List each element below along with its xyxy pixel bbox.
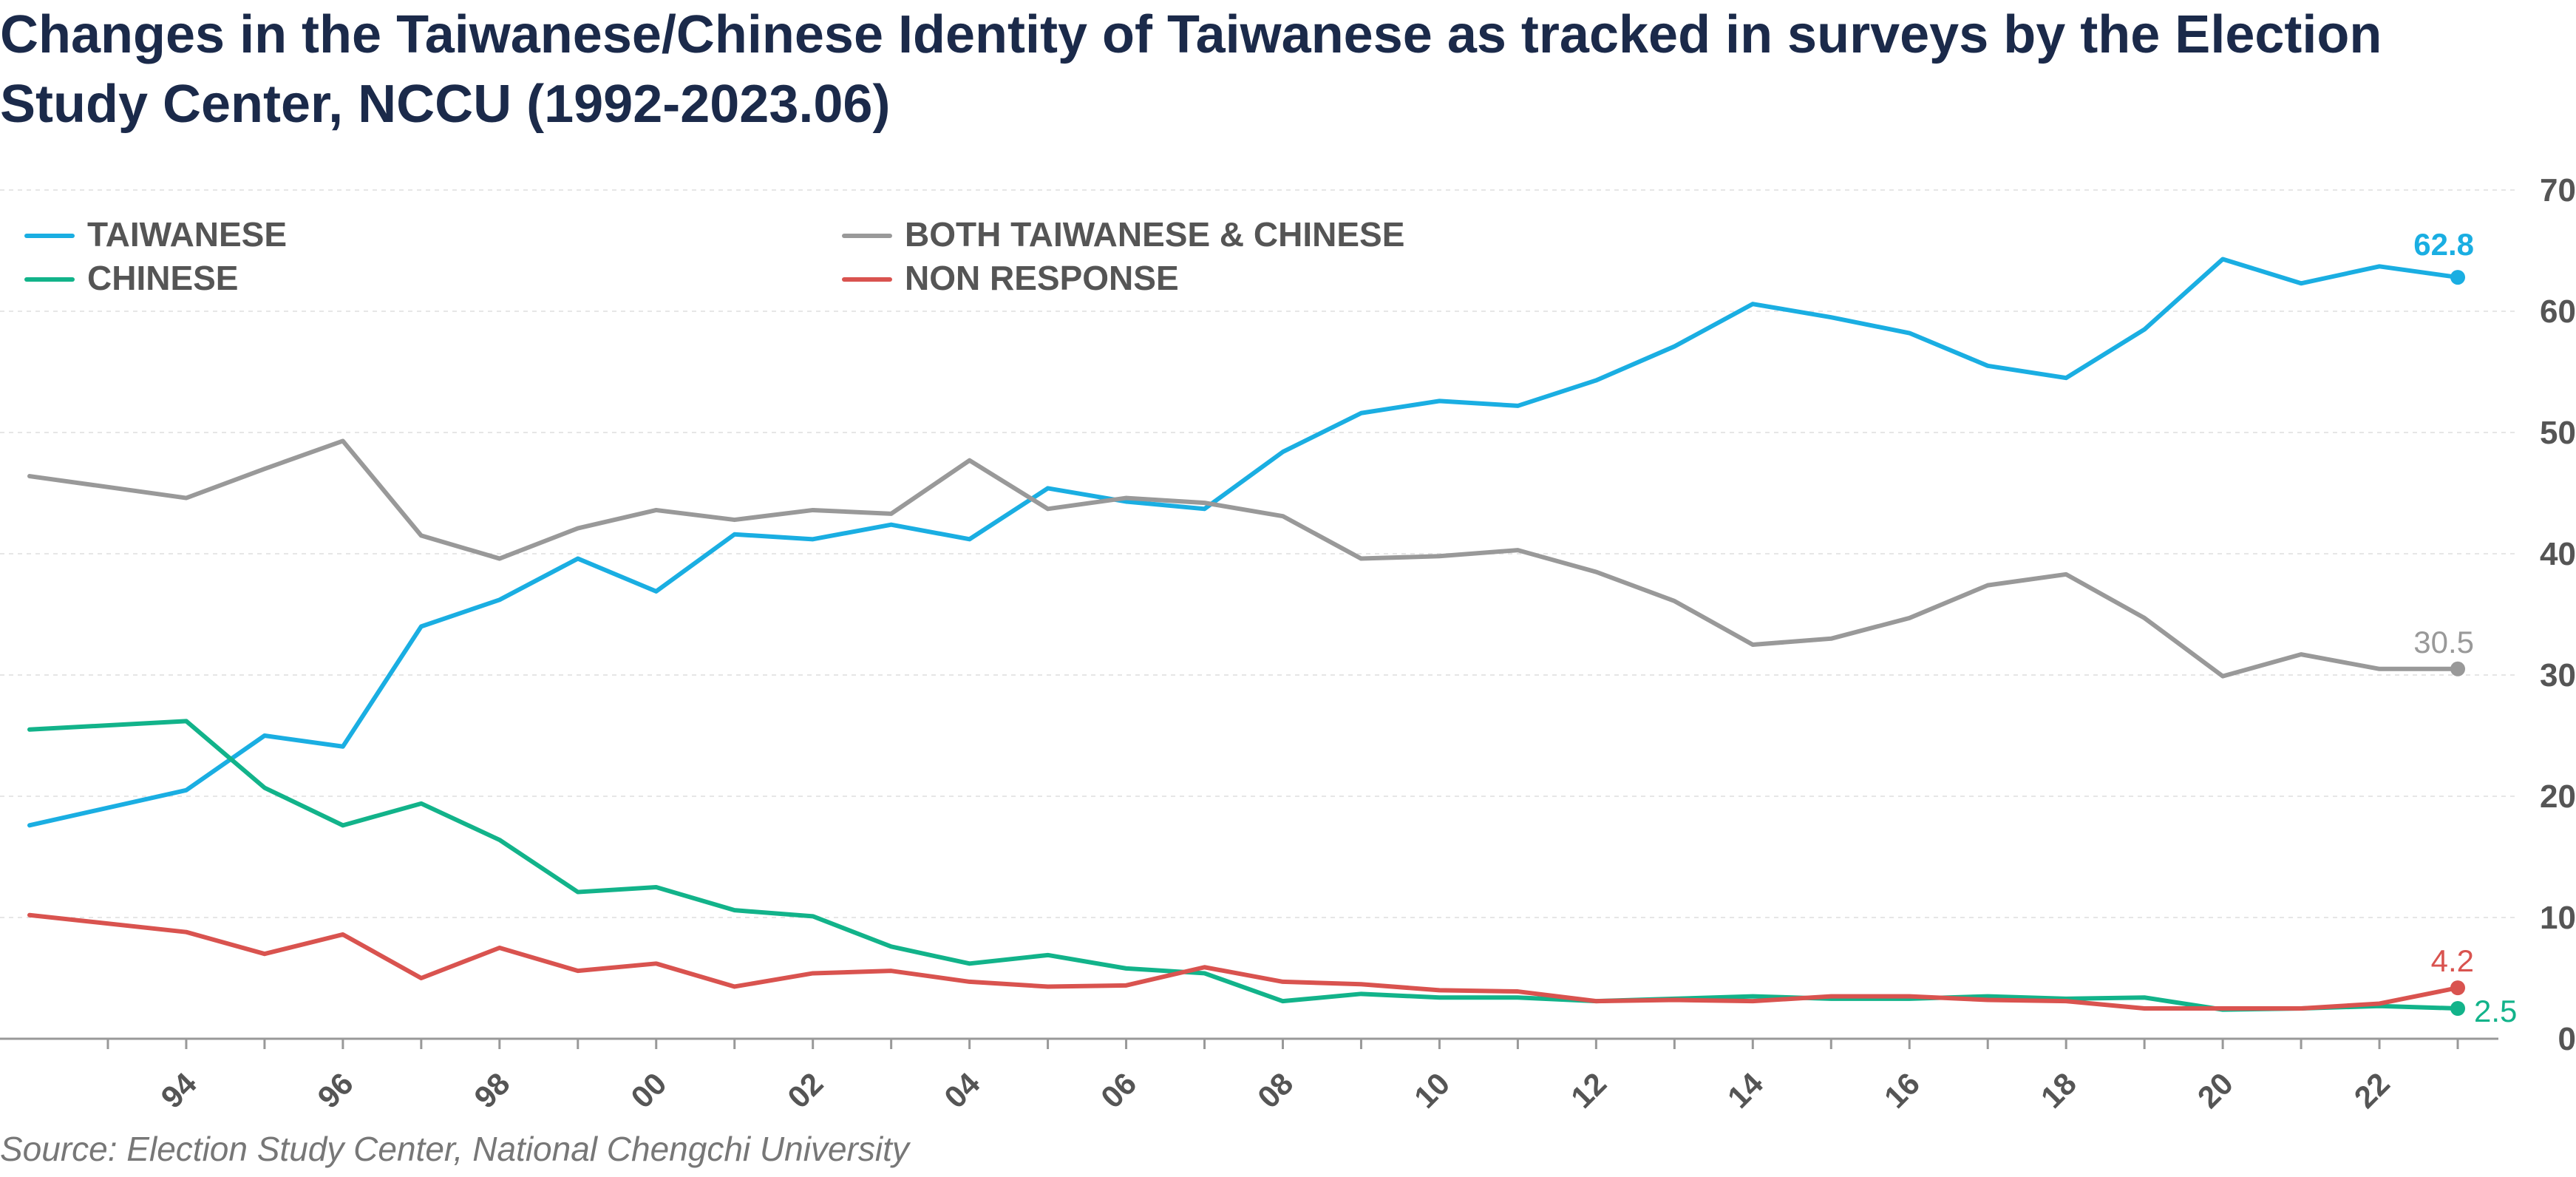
y-tick-label: 50	[2540, 415, 2576, 451]
series-end-label-taiwanese: 62.8	[2413, 227, 2474, 262]
x-tick-label: 00	[624, 1066, 673, 1115]
y-tick-label: 70	[2540, 172, 2576, 208]
y-tick-label: 40	[2540, 536, 2576, 572]
y-tick-label: 10	[2540, 900, 2576, 936]
series-end-label-non-response: 4.2	[2431, 943, 2474, 978]
series-line-both-taiwanese-chinese	[27, 438, 2461, 679]
x-tick-label: 12	[1564, 1066, 1613, 1115]
y-tick-label: 0	[2558, 1021, 2576, 1057]
x-tick-label: 98	[467, 1066, 516, 1115]
source-note: Source: Election Study Center, National …	[0, 1130, 909, 1168]
series-end-marker-taiwanese	[2450, 270, 2466, 285]
legend: TAIWANESE CHINESE BOTH TAIWANESE & CHINESE…	[24, 215, 1404, 297]
legend-label-chinese: CHINESE	[87, 259, 238, 297]
series-line-taiwanese	[27, 257, 2461, 828]
x-tick-label: 16	[1877, 1066, 1926, 1115]
axes: 0 10 20 30 40 50 60 70 94 96 98 00 02 04 06 08 10 12 14 16 1…	[0, 172, 2576, 1115]
chart-title: Changes in the Taiwanese/Chinese Identit…	[0, 5, 2382, 134]
series-end-marker-both-taiwanese-chinese	[2450, 661, 2466, 676]
x-tick-label: 02	[781, 1066, 829, 1115]
y-tick-label: 30	[2540, 657, 2576, 693]
series-end-label-both-taiwanese-chinese: 30.5	[2413, 625, 2474, 659]
legend-label-taiwanese: TAIWANESE	[87, 215, 287, 254]
series-line-non-response	[27, 912, 2461, 1011]
legend-label-non-response: NON RESPONSE	[905, 259, 1179, 297]
y-tick-label: 20	[2540, 779, 2576, 815]
x-tick-label: 08	[1251, 1066, 1299, 1115]
x-tick-label: 20	[2191, 1066, 2240, 1115]
y-tick-label: 60	[2540, 294, 2576, 330]
x-tick-label: 94	[154, 1065, 204, 1115]
x-tick-label: 10	[1407, 1066, 1456, 1115]
series-end-marker-chinese	[2450, 1001, 2466, 1016]
series-end-marker-non-response	[2450, 980, 2466, 996]
x-tick-label: 04	[937, 1065, 987, 1115]
series-end-label-chinese: 2.5	[2474, 994, 2517, 1028]
x-tick-label: 22	[2348, 1066, 2396, 1115]
grid-lines	[0, 189, 2519, 918]
legend-label-both-taiwanese-chinese: BOTH TAIWANESE & CHINESE	[905, 215, 1404, 254]
x-tick-label: 14	[1721, 1065, 1770, 1115]
x-tick-label: 06	[1094, 1066, 1143, 1115]
series-lines: 62.8 30.5 2.54.2	[27, 227, 2517, 1028]
series-line-chinese	[27, 719, 2461, 1012]
x-tick-label: 96	[310, 1066, 359, 1115]
x-tick-label: 18	[2034, 1066, 2083, 1115]
